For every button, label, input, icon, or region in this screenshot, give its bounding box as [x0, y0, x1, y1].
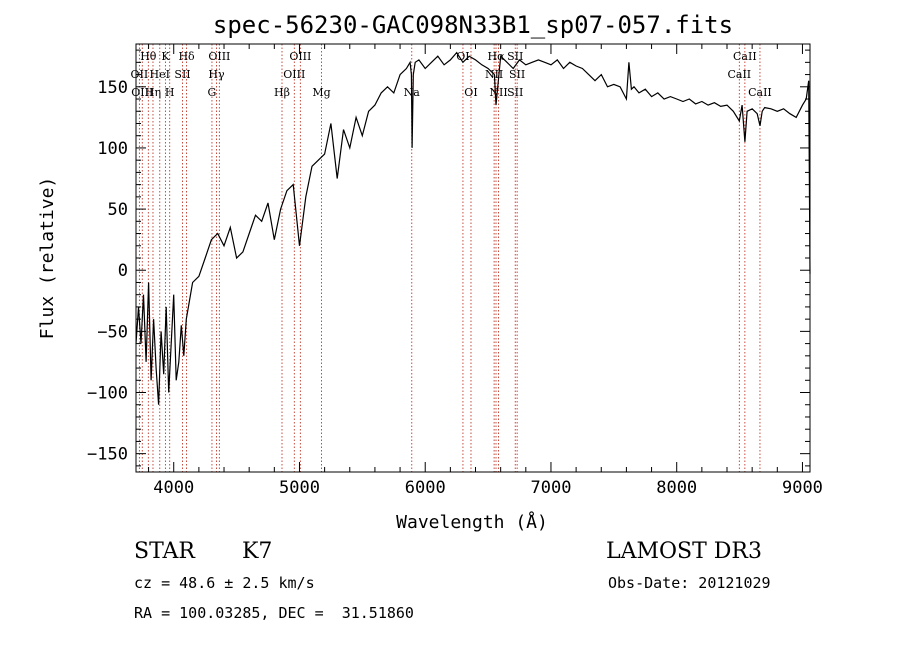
flux-series-line — [135, 51, 811, 405]
x-tick-label: 6000 — [405, 478, 446, 498]
spectral-line-markers — [138, 44, 761, 472]
x-tick-label: 8000 — [656, 478, 697, 498]
x-tick-label: 9000 — [782, 478, 823, 498]
spectral-line-label: G — [208, 86, 217, 99]
spectral-line-label: Hδ — [178, 50, 195, 63]
spectral-line-label: OI — [464, 86, 477, 99]
x-tick-label: 4000 — [153, 478, 194, 498]
chart-title: spec-56230-GAC098N33B1_sp07-057.fits — [213, 11, 733, 39]
spectral-line-label: HeI — [150, 68, 170, 81]
spectral-line-label: Hθ — [140, 50, 157, 63]
spectral-line-label: OIII — [283, 68, 305, 81]
spectral-line-label: Hγ — [208, 68, 225, 81]
obs-date: Obs-Date: 20121029 — [608, 574, 771, 592]
spectral-line-label: NII — [489, 86, 507, 99]
y-tick-label: −50 — [97, 322, 128, 342]
object-class: STAR — [134, 539, 195, 564]
y-tick-label: −150 — [87, 445, 128, 465]
spectral-line-label: Mg — [312, 86, 330, 99]
spectral-line-label: H — [165, 86, 175, 99]
x-tick-label: 7000 — [530, 478, 571, 498]
spectral-line-label: CaII — [733, 50, 757, 63]
spectral-line-label: Hβ — [274, 86, 290, 99]
y-tick-label: 150 — [97, 78, 128, 98]
x-axis-label: Wavelength (Å) — [396, 511, 548, 533]
spectral-subclass: K7 — [242, 539, 273, 564]
redshift-text: cz = 48.6 ± 2.5 km/s — [134, 574, 315, 592]
spectral-line-label: SII — [509, 68, 525, 81]
spectral-line-label: Hη — [145, 86, 161, 99]
y-tick-label: 100 — [97, 139, 128, 159]
coordinates: RA = 100.03285, DEC = 31.51860 — [134, 604, 414, 622]
spectral-line-label: SII — [174, 68, 190, 81]
x-tick-label: 5000 — [279, 478, 320, 498]
spectral-line-label: OIII — [131, 86, 153, 99]
spectral-line-label: OIII — [289, 50, 311, 63]
spectral-line-label: CaII — [748, 86, 772, 99]
spectral-line-label: Hα — [487, 50, 505, 63]
spectral-line-label: OI — [456, 50, 469, 63]
y-axis-label: Flux (relative) — [37, 177, 58, 340]
survey-name: LAMOST DR3 — [606, 539, 762, 564]
spectral-line-label: K — [161, 50, 170, 63]
y-tick-label: −100 — [87, 384, 128, 404]
y-tick-label: 50 — [108, 200, 128, 220]
spectral-line-label: SII — [507, 86, 523, 99]
y-tick-label: 0 — [118, 261, 128, 281]
spectral-line-label: OIII — [208, 50, 230, 63]
spectral-line-label: CaII — [727, 68, 751, 81]
axis-ticks: 4000 5000 6000 7000 8000 9000 −150 −100 −50 0 50 10… — [87, 44, 823, 498]
